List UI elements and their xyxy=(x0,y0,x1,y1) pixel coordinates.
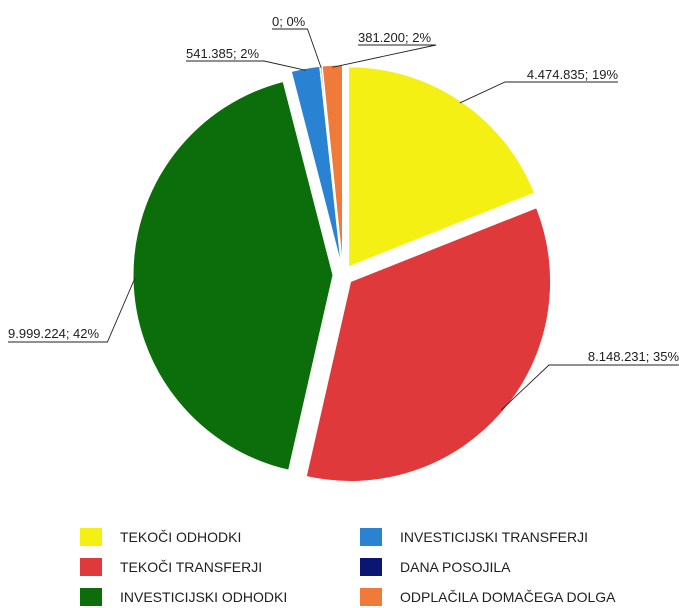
leader-line-dana-posojila xyxy=(272,28,322,69)
pie-slice-tekoci-transferji xyxy=(305,207,552,482)
legend-item-tekoci-transferji: TEKOČI TRANSFERJI xyxy=(80,556,262,578)
legend-item-investicijski-odhodki: INVESTICIJSKI ODHODKI xyxy=(80,586,287,608)
legend-swatch xyxy=(360,588,382,606)
legend-item-dana-posojila: DANA POSOJILA xyxy=(360,556,510,578)
legend-label: ODPLAČILA DOMAČEGA DOLGA xyxy=(400,589,616,605)
data-label-dana-posojila: 0; 0% xyxy=(272,14,306,29)
data-label-investicijski-transferji: 541.385; 2% xyxy=(186,46,259,61)
data-label-odplacila-domacega-dolga: 381.200; 2% xyxy=(358,30,431,45)
legend-label: TEKOČI TRANSFERJI xyxy=(120,559,263,575)
legend-swatch xyxy=(360,558,382,576)
data-label-tekoci-odhodki: 4.474.835; 19% xyxy=(527,67,619,82)
pie-slice-investicijski-transferji xyxy=(290,65,342,266)
pie-slice-tekoci-odhodki xyxy=(348,66,536,268)
legend-item-investicijski-transferji: INVESTICIJSKI TRANSFERJI xyxy=(360,526,588,548)
leader-line-odplacila-domacega-dolga xyxy=(332,44,437,68)
legend-swatch xyxy=(80,558,102,576)
legend-swatch xyxy=(360,528,382,546)
legend-label: INVESTICIJSKI TRANSFERJI xyxy=(400,529,588,545)
pie-slice-investicijski-odhodki xyxy=(132,80,334,471)
leader-line-tekoci-odhodki xyxy=(459,81,618,104)
leader-line-investicijski-transferji xyxy=(186,60,306,71)
leader-line-investicijski-odhodki xyxy=(8,277,136,343)
data-label-tekoci-transferji: 8.148.231; 35% xyxy=(588,349,679,364)
legend-label: INVESTICIJSKI ODHODKI xyxy=(120,589,288,605)
data-label-investicijski-odhodki: 9.999.224; 42% xyxy=(8,326,100,341)
legend-swatch xyxy=(80,588,102,606)
legend-label: TEKOČI ODHODKI xyxy=(120,529,242,545)
legend-label: DANA POSOJILA xyxy=(400,559,511,575)
legend-item-tekoci-odhodki: TEKOČI ODHODKI xyxy=(80,526,241,548)
legend-swatch xyxy=(80,528,102,546)
legend: TEKOČI ODHODKI TEKOČI TRANSFERJI INVESTI… xyxy=(0,518,679,608)
legend-item-odplacila-domacega-dolga: ODPLAČILA DOMAČEGA DOLGA xyxy=(360,586,616,608)
leader-line-tekoci-transferji xyxy=(500,364,679,411)
